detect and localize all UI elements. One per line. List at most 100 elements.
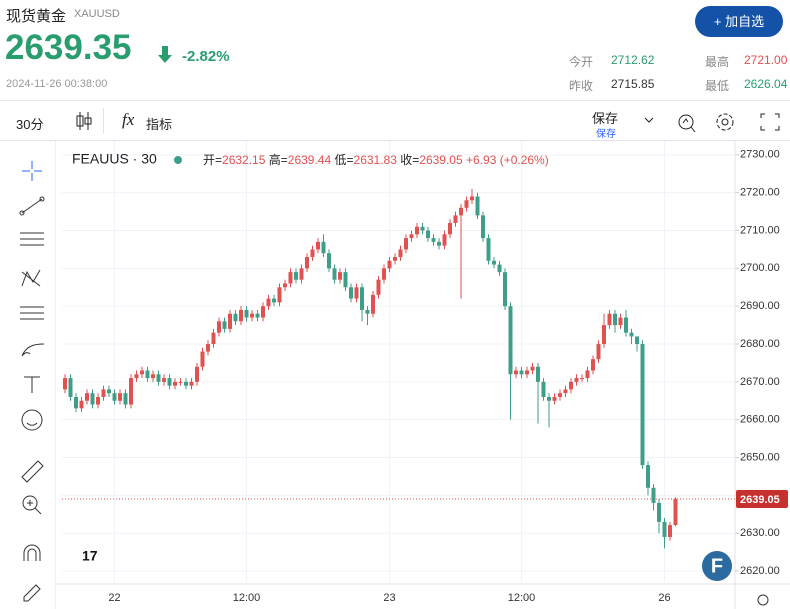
y-tick-label: 2700.00	[740, 262, 780, 274]
settings-icon[interactable]	[757, 594, 769, 606]
candle-body	[646, 465, 650, 488]
y-tick-label: 2650.00	[740, 451, 780, 463]
price: 2639.35	[5, 28, 132, 67]
candle-body	[178, 381, 183, 383]
candle-body	[134, 374, 139, 379]
candle-body	[321, 241, 326, 254]
candle-body	[508, 306, 513, 375]
candle-body	[514, 370, 518, 375]
candle-icon[interactable]	[74, 110, 94, 132]
candle-body	[354, 287, 359, 299]
x-tick-label: 12:00	[508, 592, 536, 604]
add-button[interactable]: + 加自选	[695, 6, 783, 37]
candle-body	[629, 332, 634, 337]
tv-logo: 17	[76, 544, 112, 568]
interval[interactable]: 30分	[16, 117, 44, 132]
grid	[62, 141, 735, 582]
candle-body	[189, 381, 194, 386]
legend-field: 低=	[335, 153, 354, 167]
save[interactable]: 保存	[592, 111, 619, 126]
candle-body	[162, 378, 166, 382]
candle-body	[305, 256, 309, 269]
candle-body	[651, 487, 656, 503]
candle-body	[349, 287, 353, 299]
candle-body	[459, 207, 463, 216]
candle-body	[206, 344, 210, 352]
candle-body	[112, 393, 117, 401]
separator	[103, 108, 104, 134]
symbol: XAUUSD	[74, 8, 120, 20]
candle-body	[404, 238, 408, 250]
svg-text:F: F	[711, 555, 723, 577]
candle-body	[79, 400, 84, 409]
candle-body	[420, 226, 425, 231]
stat-label: 最低	[705, 79, 730, 93]
candle-body	[360, 287, 364, 310]
f-badge[interactable]: F	[702, 551, 732, 581]
toolbar-icons[interactable]	[675, 110, 785, 134]
x-tick-label: 23	[383, 592, 395, 604]
candle-body	[283, 283, 287, 288]
candle-body	[657, 502, 661, 522]
candle-body	[277, 287, 282, 303]
candle-body	[387, 260, 392, 269]
candle-body	[541, 381, 546, 397]
candle-body	[316, 241, 320, 250]
candle-body	[200, 351, 205, 367]
fx-icon[interactable]: fx	[122, 110, 135, 129]
candle-body	[607, 313, 612, 326]
legend-field: 高=	[269, 152, 288, 167]
svg-text:17: 17	[82, 548, 98, 564]
candle-body	[668, 525, 672, 537]
stat-label: 昨收	[569, 79, 594, 93]
candle-body	[294, 272, 298, 280]
candle-body	[382, 268, 386, 280]
legend-value: 2639.05	[419, 153, 463, 167]
candle-body	[244, 309, 249, 318]
candle-body	[140, 370, 144, 375]
legend-value: 2631.83	[354, 153, 398, 167]
y-tick-label: 2660.00	[740, 414, 780, 426]
candle-body	[156, 374, 161, 382]
candle-body	[222, 321, 227, 329]
datetime: 2024-11-26 00:38:00	[6, 78, 108, 90]
candle-body	[497, 264, 502, 273]
candle-body	[464, 200, 469, 208]
y-tick-label: 2710.00	[740, 224, 780, 236]
candle-body	[68, 378, 73, 397]
candle-body	[547, 396, 551, 401]
candle-body	[618, 317, 623, 326]
candle-body	[536, 366, 540, 382]
stat-value: 2712.62	[611, 53, 655, 67]
candle-body	[530, 366, 535, 371]
legend-field: 收=	[400, 153, 419, 167]
candle-body	[74, 396, 78, 409]
candle-body	[574, 378, 579, 382]
stat-value: 2715.85	[611, 77, 655, 91]
candle-body	[266, 298, 271, 307]
chart-layer: FEAUUS · 30 开=2632.15 高=2639.44 低=2631.8…	[62, 141, 788, 604]
candle-body	[299, 268, 304, 280]
save-sub: 保存	[596, 129, 616, 140]
candle-body	[398, 249, 403, 257]
candle-body	[327, 253, 331, 269]
down-arrow	[158, 46, 172, 63]
candle-body	[145, 370, 150, 379]
candle-body	[563, 389, 568, 394]
candle-body	[343, 272, 348, 288]
header: 现货黄金 XAUUSD 2639.35 -2.82% 2024-11-26 00…	[0, 0, 790, 100]
candle-body	[90, 393, 95, 405]
candle-body	[503, 272, 507, 307]
candle-body	[167, 378, 172, 386]
y-tick-label: 2670.00	[740, 376, 780, 388]
candle-body	[569, 381, 573, 390]
dropdown[interactable]	[643, 115, 655, 125]
x-tick-label: 26	[658, 592, 670, 604]
candle-body	[431, 238, 436, 242]
change: -2.82%	[182, 48, 230, 65]
tool-icons[interactable]	[19, 161, 45, 602]
candle-body	[173, 381, 177, 386]
indicators[interactable]: 指标	[146, 117, 173, 132]
candle-body	[481, 215, 485, 239]
